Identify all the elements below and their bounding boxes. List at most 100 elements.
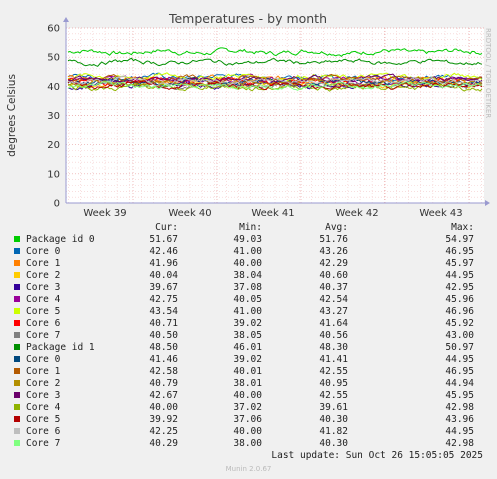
legend-min-value: 37.08 [233, 282, 262, 293]
legend-swatch [14, 344, 20, 350]
legend-avg-value: 41.64 [319, 318, 348, 329]
legend-avg-value: 41.41 [319, 354, 348, 365]
legend-max-value: 46.95 [445, 246, 474, 257]
legend-row: Core 3 42.67 40.00 42.55 45.95 [0, 390, 497, 402]
legend-series-name: Core 4 [26, 294, 61, 305]
x-tick-label: Week 39 [83, 208, 126, 219]
legend-max-value: 44.95 [445, 354, 474, 365]
legend-cur-value: 43.54 [149, 306, 178, 317]
series-line-17 [67, 80, 483, 91]
rrdtool-credit: RRDTOOL / TOBI OETIKER [484, 28, 492, 118]
legend-series-name: Core 1 [26, 258, 61, 269]
legend-row: Core 7 40.29 38.00 40.30 42.98 [0, 438, 497, 450]
legend-swatch [14, 260, 20, 266]
legend-cur-value: 40.79 [149, 378, 178, 389]
legend-row: Core 1 41.96 40.00 42.29 45.97 [0, 258, 497, 270]
legend-min-value: 37.02 [233, 402, 262, 413]
legend-row: Core 3 39.67 37.08 40.37 42.95 [0, 282, 497, 294]
series-line-15 [67, 80, 483, 91]
legend-cur-value: 39.67 [149, 282, 178, 293]
legend-avg-value: 40.95 [319, 378, 348, 389]
legend-row: Core 4 42.75 40.05 42.54 45.96 [0, 294, 497, 306]
legend-avg-value: 43.27 [319, 306, 348, 317]
legend-row: Core 0 41.46 39.02 41.41 44.95 [0, 354, 497, 366]
legend-max-value: 44.94 [445, 378, 474, 389]
legend-avg-value: 40.56 [319, 330, 348, 341]
legend-row: Core 4 40.00 37.02 39.61 42.98 [0, 402, 497, 414]
legend-min-value: 41.00 [233, 306, 262, 317]
y-axis-label: degrees Celsius [6, 74, 18, 157]
legend-row: Core 2 40.04 38.04 40.60 44.95 [0, 270, 497, 282]
legend-max-value: 45.95 [445, 390, 474, 401]
legend-cur-value: 40.00 [149, 402, 178, 413]
legend-min-value: 40.01 [233, 366, 262, 377]
legend-avg-value: 40.30 [319, 414, 348, 425]
legend-cur-value: 40.04 [149, 270, 178, 281]
legend-swatch [14, 308, 20, 314]
legend-max-value: 46.96 [445, 306, 474, 317]
y-tick-label: 10 [47, 169, 60, 180]
legend-max-value: 43.00 [445, 330, 474, 341]
x-axis-arrow [485, 200, 490, 206]
legend-max-value: 42.98 [445, 402, 474, 413]
legend-cur-value: 42.75 [149, 294, 178, 305]
legend-cur-value: 40.71 [149, 318, 178, 329]
legend-header-max: Max: [451, 222, 474, 233]
legend-max-value: 42.98 [445, 438, 474, 449]
legend-min-value: 38.00 [233, 438, 262, 449]
legend-series-name: Package id 1 [26, 342, 95, 353]
legend-max-value: 45.97 [445, 258, 474, 269]
legend-avg-value: 42.54 [319, 294, 348, 305]
legend-cur-value: 41.96 [149, 258, 178, 269]
legend-series-name: Core 0 [26, 246, 61, 257]
legend-min-value: 40.05 [233, 294, 262, 305]
legend-avg-value: 39.61 [319, 402, 348, 413]
series-line-16 [67, 75, 483, 87]
legend-min-value: 39.02 [233, 318, 262, 329]
legend-cur-value: 42.25 [149, 426, 178, 437]
legend-min-value: 40.00 [233, 390, 262, 401]
legend-max-value: 45.92 [445, 318, 474, 329]
legend-series-name: Core 5 [26, 306, 61, 317]
legend-cur-value: 42.46 [149, 246, 178, 257]
legend-cur-value: 40.50 [149, 330, 178, 341]
series-line-0 [67, 47, 483, 57]
legend-max-value: 44.95 [445, 426, 474, 437]
x-tick-label: Week 43 [419, 208, 462, 219]
legend-series-name: Core 7 [26, 330, 61, 341]
legend-series-name: Core 3 [26, 282, 61, 293]
y-axis-arrow [63, 17, 69, 22]
legend-series-name: Core 3 [26, 390, 61, 401]
legend-cur-value: 42.67 [149, 390, 178, 401]
legend-swatch [14, 356, 20, 362]
legend-series-name: Package id 0 [26, 234, 95, 245]
y-tick-label: 0 [54, 199, 60, 210]
legend-row: Core 5 43.54 41.00 43.27 46.96 [0, 306, 497, 318]
legend-series-name: Core 7 [26, 438, 61, 449]
legend-swatch [14, 404, 20, 410]
legend-swatch [14, 368, 20, 374]
legend-row: Core 5 39.92 37.06 40.30 43.96 [0, 414, 497, 426]
legend-avg-value: 51.76 [319, 234, 348, 245]
chart-title: Temperatures - by month [168, 11, 327, 26]
legend-row: Core 1 42.58 40.01 42.55 46.95 [0, 366, 497, 378]
legend-swatch [14, 236, 20, 242]
legend-max-value: 45.96 [445, 294, 474, 305]
legend-min-value: 38.01 [233, 378, 262, 389]
y-tick-label: 30 [47, 111, 60, 122]
y-tick-label: 20 [47, 140, 60, 151]
legend-avg-value: 43.26 [319, 246, 348, 257]
legend-swatch [14, 284, 20, 290]
legend-avg-value: 40.37 [319, 282, 348, 293]
legend-max-value: 46.95 [445, 366, 474, 377]
legend-series-name: Core 6 [26, 426, 61, 437]
legend-max-value: 44.95 [445, 270, 474, 281]
y-tick-label: 60 [47, 24, 60, 35]
legend-avg-value: 48.30 [319, 342, 348, 353]
legend-swatch [14, 380, 20, 386]
legend-cur-value: 42.58 [149, 366, 178, 377]
legend-max-value: 43.96 [445, 414, 474, 425]
legend-avg-value: 42.55 [319, 366, 348, 377]
legend-header-avg: Avg: [325, 222, 348, 233]
